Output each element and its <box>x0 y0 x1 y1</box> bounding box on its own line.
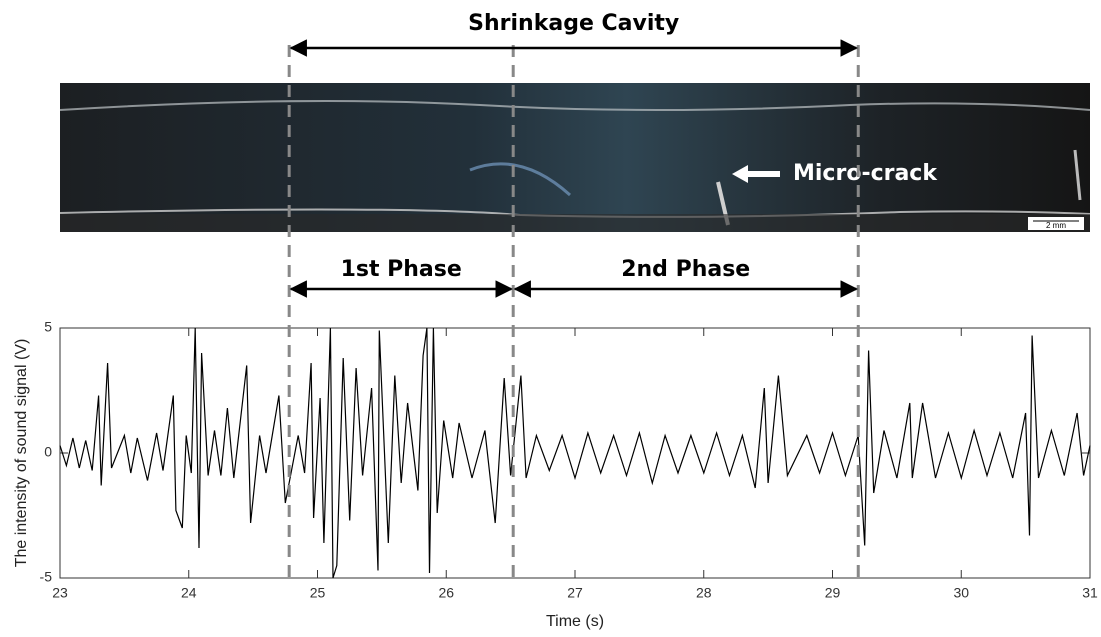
annotation-label: Shrinkage Cavity <box>468 11 679 36</box>
annotation-label: 1st Phase <box>341 257 462 282</box>
x-tick-label: 28 <box>696 585 712 601</box>
y-tick-label: -5 <box>40 569 53 585</box>
photo: Micro-crack 2 mm <box>59 83 1091 232</box>
x-tick-label: 27 <box>567 585 583 601</box>
scale-label: 2 mm <box>1046 221 1066 230</box>
y-tick-label: 0 <box>44 444 52 460</box>
y-axis-label: The intensity of sound signal (V) <box>13 339 30 568</box>
x-tick-label: 29 <box>825 585 841 601</box>
y-tick-label: 5 <box>44 319 52 335</box>
signal-line <box>59 327 1091 579</box>
x-tick-label: 26 <box>438 585 454 601</box>
plot-frame <box>59 327 1091 579</box>
photo-label: Micro-crack <box>793 161 938 186</box>
x-tick-label: 31 <box>1082 585 1098 601</box>
x-tick-label: 25 <box>310 585 326 601</box>
x-tick-label: 23 <box>52 585 68 601</box>
x-axis-label: Time (s) <box>546 613 604 630</box>
annotation-label: 2nd Phase <box>621 257 750 282</box>
x-tick-label: 24 <box>181 585 197 601</box>
x-tick-label: 30 <box>953 585 969 601</box>
